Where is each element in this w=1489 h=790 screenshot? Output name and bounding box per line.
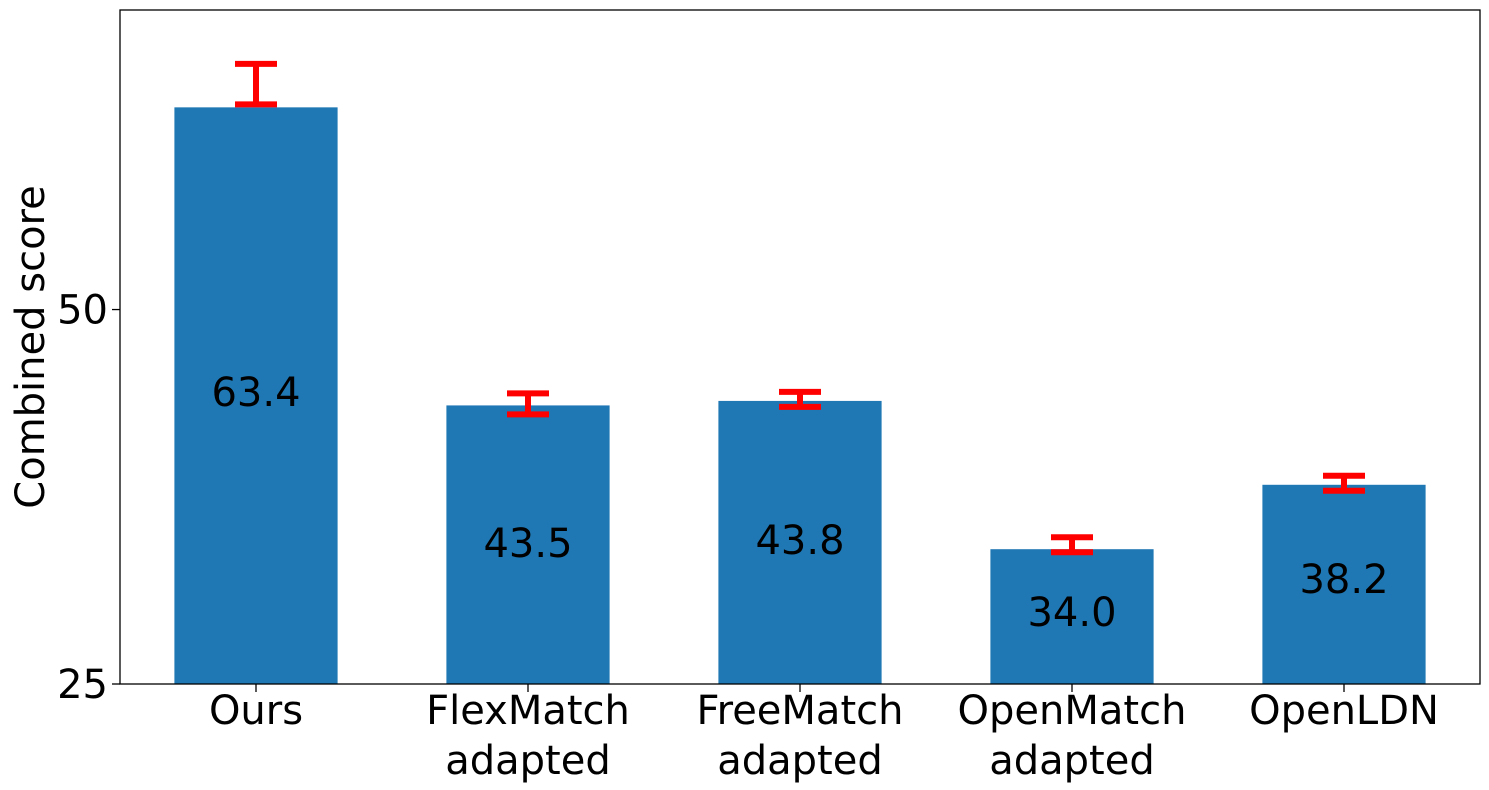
bar [1262, 484, 1426, 684]
error-bar [235, 60, 277, 108]
value-label: 63.4 [211, 370, 300, 416]
x-tick-label: adapted [445, 738, 611, 784]
error-bar [1323, 472, 1365, 494]
error-bars-layer [235, 60, 1365, 556]
value-label: 43.5 [483, 521, 572, 567]
x-axis-ticks: Ours FlexMatchadaptedFreeMatchadaptedOpen… [209, 684, 1439, 784]
y-tick-label: 25 [57, 662, 108, 708]
x-tick-label: adapted [717, 738, 883, 784]
bar [718, 400, 882, 684]
bars-layer [174, 107, 1426, 685]
value-labels-layer: 63.4 43.5 43.8 34.0 38.2 [211, 370, 1388, 636]
y-tick-label: 50 [57, 288, 108, 334]
bar [174, 107, 338, 685]
value-label: 43.8 [755, 518, 844, 564]
x-tick-label: OpenMatch [958, 688, 1187, 734]
y-axis-ticks: 25 50 [57, 288, 120, 708]
x-tick-label: OpenLDN [1249, 688, 1439, 734]
x-tick-label: FreeMatch [697, 688, 904, 734]
x-tick-label: Ours [209, 688, 303, 734]
bar [990, 549, 1154, 684]
error-bar [779, 388, 821, 410]
x-tick-label: FlexMatch [426, 688, 630, 734]
y-axis-title: Combined score [8, 185, 54, 508]
value-label: 38.2 [1299, 557, 1388, 603]
value-label: 34.0 [1027, 590, 1116, 636]
error-bar [507, 390, 549, 418]
error-bar [1051, 534, 1093, 556]
x-tick-label: adapted [989, 738, 1155, 784]
bar [446, 405, 610, 684]
